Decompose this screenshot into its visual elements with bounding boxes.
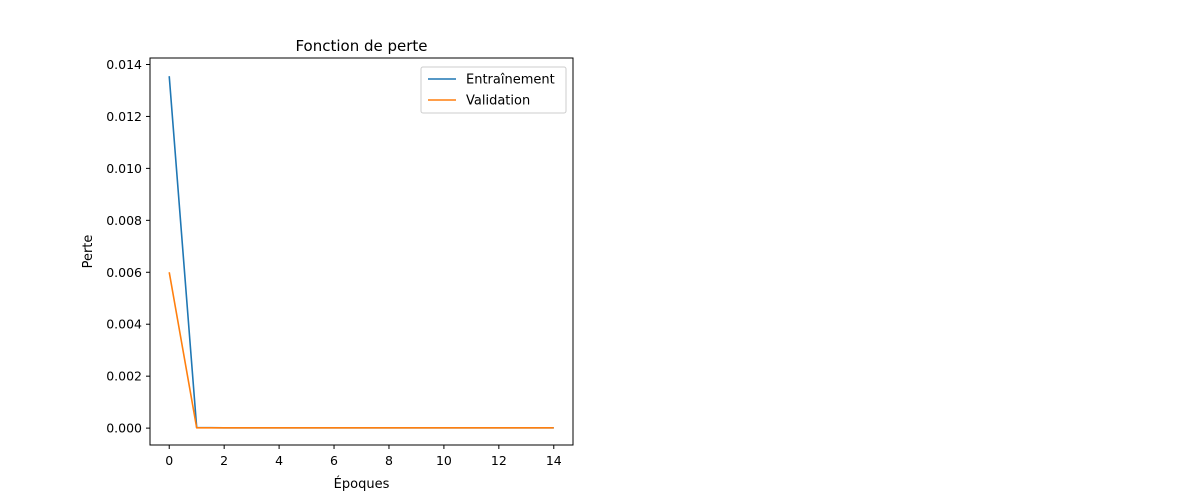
x-tick-label: 4 bbox=[275, 453, 283, 468]
x-tick-label: 8 bbox=[385, 453, 393, 468]
x-tick-label: 14 bbox=[546, 453, 562, 468]
chart-title: Fonction de perte bbox=[295, 37, 427, 55]
y-tick-label: 0.008 bbox=[106, 213, 142, 228]
x-tick-label: 12 bbox=[491, 453, 507, 468]
legend-box bbox=[420, 66, 567, 114]
y-tick-label: 0.000 bbox=[106, 421, 142, 436]
x-tick-label: 6 bbox=[330, 453, 338, 468]
series-layer bbox=[168, 76, 554, 429]
legend-label-entrainement: Entraînement bbox=[466, 73, 555, 88]
x-axis-label: Époques bbox=[334, 476, 390, 492]
x-tick-label: 0 bbox=[165, 453, 173, 468]
legend-label-validation: Validation bbox=[466, 94, 530, 109]
y-tick-label: 0.002 bbox=[106, 369, 142, 384]
series-line-validation bbox=[168, 272, 554, 429]
y-axis-ticks: 0.000 0.002 0.004 0.006 0.008 0.010 0.012 0.014 bbox=[106, 57, 150, 436]
y-tick-label: 0.004 bbox=[106, 317, 142, 332]
y-tick-label: 0.010 bbox=[106, 161, 142, 176]
x-axis-ticks: 0 2 4 6 8 10 12 14 bbox=[165, 445, 562, 468]
y-axis-label: Perte bbox=[81, 235, 96, 269]
plot-frame bbox=[149, 57, 574, 446]
y-tick-label: 0.006 bbox=[106, 265, 142, 280]
legend: Entraînement Validation bbox=[420, 66, 567, 114]
y-tick-label: 0.012 bbox=[106, 109, 142, 124]
y-tick-label: 0.014 bbox=[106, 57, 142, 72]
x-tick-label: 2 bbox=[220, 453, 228, 468]
x-tick-label: 10 bbox=[436, 453, 452, 468]
